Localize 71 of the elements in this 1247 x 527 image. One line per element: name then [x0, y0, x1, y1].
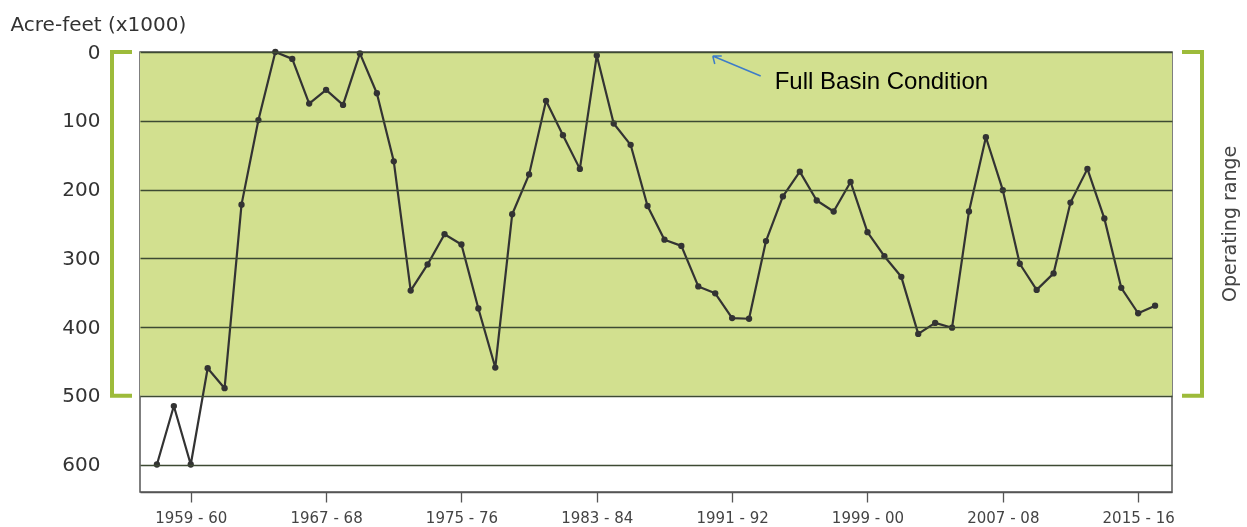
x-tick-label: 1967 - 68	[290, 508, 363, 527]
point	[712, 290, 719, 297]
x-tick-label: 1975 - 76	[425, 508, 499, 527]
point	[847, 178, 854, 186]
point	[864, 228, 871, 236]
point	[745, 315, 753, 322]
point	[306, 100, 313, 107]
point	[898, 273, 905, 280]
point	[339, 101, 347, 109]
point	[982, 134, 990, 141]
point	[813, 197, 820, 204]
point	[796, 168, 803, 175]
point	[204, 365, 211, 372]
point	[542, 97, 550, 104]
point	[441, 231, 448, 238]
point	[627, 141, 634, 148]
point	[931, 319, 939, 327]
point	[661, 236, 668, 243]
point	[762, 237, 770, 245]
point	[1151, 302, 1159, 309]
y-tick-label: 600	[62, 452, 101, 476]
y-tick-label: 300	[62, 245, 101, 270]
point	[1033, 286, 1040, 294]
point	[1067, 199, 1074, 206]
point	[881, 253, 888, 260]
y-axis-title: Acre-feet (x1000)	[10, 11, 187, 36]
annotation: Full Basin Condition	[774, 67, 989, 94]
x-tick-label: 1999 - 00	[831, 508, 905, 527]
point	[644, 202, 651, 210]
point	[610, 120, 617, 127]
point	[492, 364, 499, 371]
point	[424, 261, 431, 268]
x-tick-label: 2015 - 16	[1102, 508, 1175, 527]
point	[678, 242, 685, 250]
point	[728, 314, 736, 322]
point	[170, 402, 177, 410]
point	[322, 86, 330, 93]
y-tick-label: 100	[62, 108, 101, 133]
point	[1050, 270, 1057, 277]
point	[830, 208, 837, 215]
point	[221, 385, 228, 392]
y-tick-label: 400	[62, 314, 101, 339]
point	[1135, 310, 1142, 317]
y-tick-label: 200	[62, 177, 101, 201]
point	[458, 241, 465, 248]
point	[390, 158, 397, 165]
point	[1118, 284, 1125, 291]
point	[559, 132, 567, 139]
point	[238, 201, 245, 208]
point	[525, 171, 533, 178]
point	[915, 330, 922, 338]
point	[407, 287, 414, 294]
point	[289, 55, 296, 63]
point	[965, 208, 973, 215]
point	[475, 305, 482, 312]
point	[695, 283, 702, 290]
x-tick-label: 2007 - 08	[967, 508, 1040, 527]
y-tick-label: 500	[62, 383, 101, 408]
point	[373, 90, 381, 97]
point	[509, 211, 516, 218]
x-tick-label: 1983 - 84	[561, 508, 634, 527]
point	[1101, 215, 1108, 222]
x-tick-label: 1959 - 60	[155, 508, 228, 527]
band-label: Operating range	[1218, 145, 1240, 303]
point	[1084, 165, 1091, 173]
point	[779, 193, 787, 200]
y-tick-label: 0	[87, 39, 101, 64]
point	[1016, 260, 1023, 267]
x-tick-label: 1991 - 92	[696, 508, 769, 527]
point	[593, 52, 600, 59]
point	[576, 165, 584, 173]
